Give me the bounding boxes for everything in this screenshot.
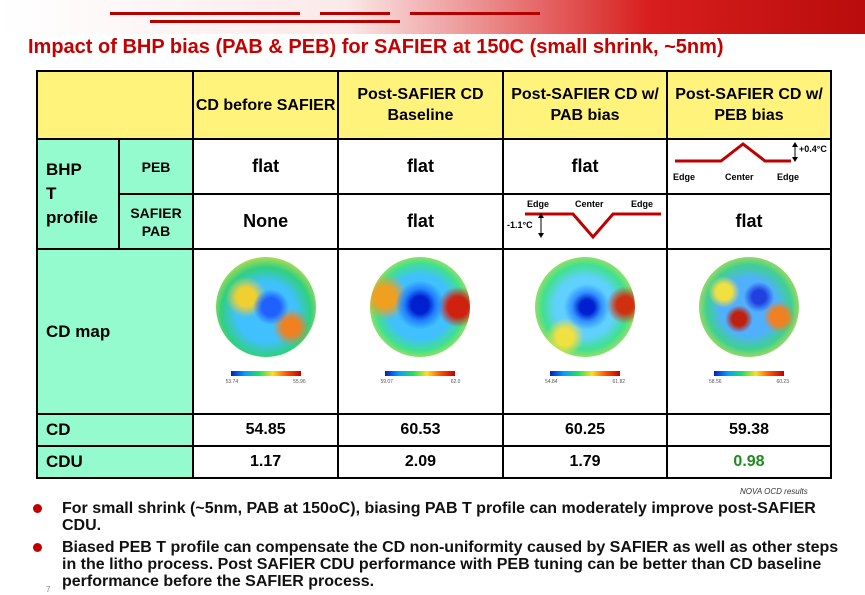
row-label-peb: PEB: [117, 138, 195, 195]
header-line: [320, 12, 390, 15]
header-line: [150, 20, 400, 23]
scale-max: 62.0: [450, 378, 461, 385]
peb-pab: flat: [502, 138, 668, 195]
page-number: 7: [46, 585, 51, 594]
cd-peb: 59.38: [666, 413, 832, 447]
peb-baseline: flat: [336, 138, 505, 195]
scale-min: 53.74: [225, 378, 239, 385]
bullet-text: Biased PEB T profile can compensate the …: [62, 539, 839, 590]
wafer-map-peb: [699, 256, 799, 357]
header-banner: [0, 0, 865, 34]
row-label-bhp: BHP T profile: [36, 138, 120, 250]
source-note: NOVA OCD results: [740, 487, 808, 496]
pab-before: None: [192, 193, 339, 250]
corner-cell: [35, 70, 195, 140]
row-label-cdu: CDU: [35, 445, 195, 479]
color-scale: [714, 370, 784, 376]
wafer-map-baseline: [370, 256, 471, 357]
row-label-cd: CD: [35, 413, 195, 447]
scale-min: 54.84: [545, 378, 558, 385]
wafer-map-before: [215, 256, 316, 357]
wafer-map-pab: [535, 256, 636, 357]
col-header-peb: Post-SAFIER CD w/ PEB bias: [666, 70, 832, 140]
slide-title: Impact of BHP bias (PAB & PEB) for SAFIE…: [28, 36, 724, 58]
row-label-safier-pab: SAFIER PAB: [117, 193, 195, 250]
pab-delta-label: -1.1°C: [507, 220, 533, 230]
cdu-pab: 1.79: [502, 445, 668, 479]
cd-map-baseline: 59.07 62.0: [336, 248, 505, 415]
pab-profile-diagram: Edge Center Edge -1.1°C: [502, 193, 668, 250]
scale-min: 58.56: [709, 378, 722, 385]
peb-delta-label: +0.4°C: [799, 144, 827, 154]
bullet-text: For small shrink (~5nm, PAB at 150oC), b…: [62, 500, 816, 534]
bullet-item: Biased PEB T profile can compensate the …: [30, 539, 850, 590]
pab-profile-line: [525, 212, 662, 240]
cd-map-before: 53.74 55.96: [192, 248, 339, 415]
pab-center: Center: [575, 199, 604, 209]
peb-center: Center: [725, 172, 754, 182]
peb-edge-right: Edge: [777, 172, 799, 182]
peb-before: flat: [192, 138, 339, 195]
bullet-icon: [33, 504, 42, 513]
cdu-peb: 0.98: [666, 445, 832, 479]
bullet-icon: [33, 543, 42, 552]
scale-min: 59.07: [380, 378, 393, 385]
scale-max: 60.23: [776, 378, 789, 385]
bullet-item: For small shrink (~5nm, PAB at 150oC), b…: [30, 500, 850, 534]
peb-edge-left: Edge: [673, 172, 695, 182]
cdu-baseline: 2.09: [336, 445, 505, 479]
scale-max: 61.82: [612, 378, 626, 385]
pab-edge-left: Edge: [527, 199, 549, 209]
col-header-pab: Post-SAFIER CD w/ PAB bias: [502, 70, 668, 140]
peb-bump-chart: +0.4°C Edge Center Edge: [673, 142, 827, 182]
cd-map-pab: 54.84 61.82: [502, 248, 668, 415]
pab-baseline: flat: [336, 193, 505, 250]
peb-profile-line: [675, 142, 791, 163]
header-line: [110, 12, 300, 15]
cdu-before: 1.17: [192, 445, 339, 479]
peb-profile-diagram: +0.4°C Edge Center Edge: [666, 138, 832, 195]
bullet-list: For small shrink (~5nm, PAB at 150oC), b…: [30, 500, 850, 595]
row-label-cd-map: CD map: [35, 248, 195, 415]
cd-map-peb: 58.56 60.23: [666, 248, 832, 415]
color-scale: [385, 370, 456, 376]
cd-pab: 60.25: [502, 413, 668, 447]
pab-edge-right: Edge: [631, 199, 653, 209]
col-header-baseline: Post-SAFIER CD Baseline: [336, 70, 505, 140]
col-header-before: CD before SAFIER: [192, 70, 339, 140]
color-scale: [230, 370, 301, 376]
results-table: CD before SAFIER Post-SAFIER CD Baseline…: [35, 70, 832, 479]
pab-peb: flat: [666, 193, 832, 250]
cd-baseline: 60.53: [336, 413, 505, 447]
color-scale: [550, 370, 621, 376]
pab-dip-chart: Edge Center Edge -1.1°C: [507, 199, 662, 240]
scale-max: 55.96: [293, 378, 306, 385]
cd-before: 54.85: [192, 413, 339, 447]
header-line: [410, 12, 540, 15]
